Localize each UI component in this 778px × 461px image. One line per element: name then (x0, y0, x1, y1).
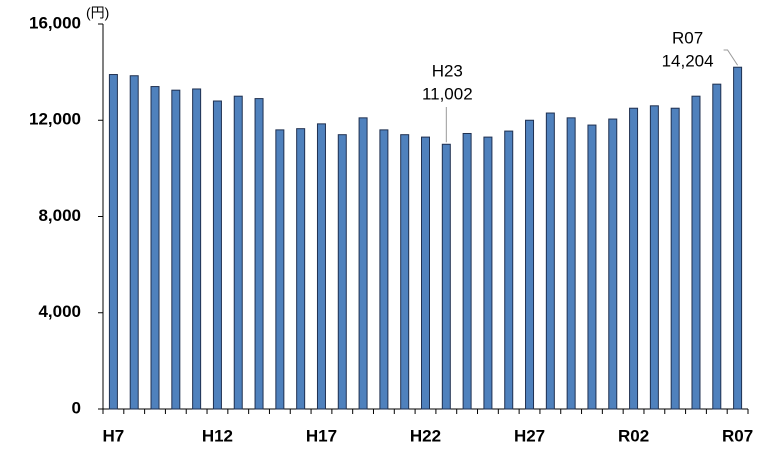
annotation-category: R07 (672, 28, 703, 47)
bar (129, 75, 139, 410)
bar (608, 118, 618, 410)
leader-line (723, 49, 739, 66)
bar (566, 117, 576, 410)
bar (483, 136, 493, 410)
y-tick-label: 16,000 (29, 13, 81, 32)
bar (462, 132, 472, 410)
bar (545, 112, 555, 410)
bar (108, 74, 118, 410)
annotation-category: H23 (432, 61, 463, 80)
x-tick-label: H22 (410, 426, 441, 445)
bar (629, 107, 639, 410)
bar (358, 117, 368, 410)
bar (649, 105, 659, 410)
y-tick-label: 4,000 (38, 302, 81, 321)
bar (525, 119, 535, 410)
x-tick-label: H27 (514, 426, 545, 445)
x-tick-label: R02 (618, 426, 649, 445)
x-tick-label: H17 (306, 426, 337, 445)
bar (379, 129, 389, 410)
x-tick-label: H12 (202, 426, 233, 445)
bar (296, 128, 306, 410)
bar (670, 107, 680, 410)
bar (254, 98, 264, 410)
bar (712, 83, 722, 410)
value-label: 14,204 (662, 51, 714, 70)
bar (212, 100, 222, 410)
bar (233, 95, 243, 410)
value-label: 11,002 (422, 84, 473, 103)
bar (441, 143, 451, 410)
bar (192, 88, 202, 410)
y-tick-label: 8,000 (38, 206, 81, 225)
y-unit: (円) (86, 5, 109, 21)
bar (504, 130, 514, 410)
bar (400, 134, 410, 410)
bar (587, 124, 597, 410)
bar (316, 123, 326, 410)
y-tick-label: 0 (72, 398, 81, 417)
bar (171, 89, 181, 410)
x-tick-label: H7 (103, 426, 125, 445)
bar (691, 95, 701, 410)
x-tick-label: R07 (722, 426, 753, 445)
bar (275, 129, 285, 410)
bar (421, 136, 430, 410)
bar (733, 66, 743, 410)
y-tick-label: 12,000 (29, 110, 81, 129)
bar (337, 134, 347, 410)
bar (150, 86, 160, 410)
